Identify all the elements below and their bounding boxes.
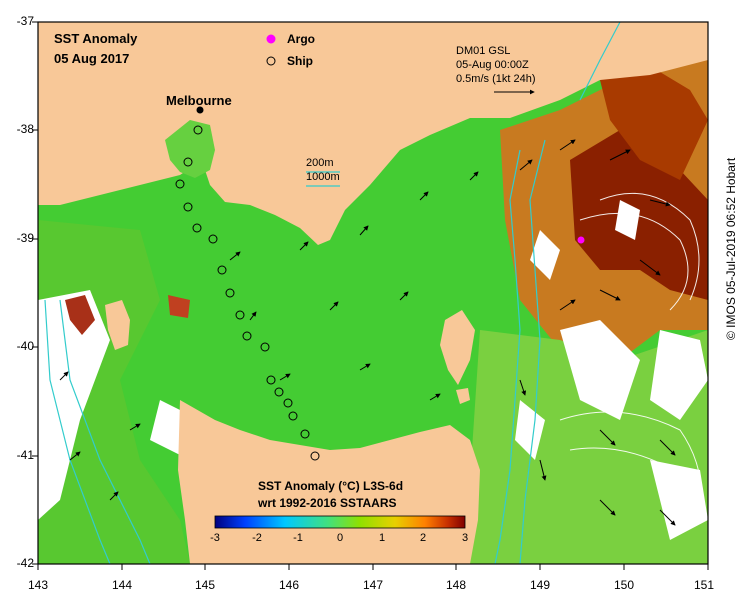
contour-1000m-label: 1000m [306, 171, 340, 183]
map-title: SST Anomaly [54, 31, 138, 46]
port-phillip-bay [165, 120, 215, 178]
x-tick-label: 149 [529, 578, 551, 592]
x-tick-label: 145 [194, 578, 216, 592]
flinders-island [440, 310, 475, 385]
colorbar-title: SST Anomaly (°C) L3S-6d [258, 479, 404, 493]
current-scale-label: 0.5m/s (1kt 24h) [456, 73, 536, 85]
axis-ticks [32, 21, 709, 570]
ship-legend-label: Ship [287, 54, 313, 68]
y-tick-label: -38 [16, 122, 34, 136]
king-island [105, 300, 130, 350]
argo-legend-symbol [266, 34, 276, 44]
credit-label: © IMOS 05-Jul-2019 06:52 Hobart [724, 157, 738, 340]
colorbar-tick: 2 [419, 532, 427, 544]
ssh-contours [559, 192, 703, 521]
ship-track [175, 125, 320, 461]
current-time-label: 05-Aug 00:00Z [456, 59, 529, 71]
mainland-victoria [38, 22, 708, 245]
y-tick-label: -41 [16, 448, 34, 462]
x-tick-label: 143 [27, 578, 49, 592]
warm-patch-strait [168, 295, 190, 318]
ship-legend-symbol [266, 56, 276, 66]
contour-200m-label: 200m [306, 157, 334, 169]
x-tick-label: 147 [362, 578, 384, 592]
colorbar-tick: -1 [293, 532, 303, 544]
x-tick-label: 148 [445, 578, 467, 592]
south-east-sea [470, 330, 708, 564]
y-tick-label: -37 [16, 14, 34, 28]
colorbar-tick: -2 [252, 532, 262, 544]
colorbar [214, 515, 466, 529]
melbourne-label: Melbourne [166, 93, 232, 108]
map-date: 05 Aug 2017 [54, 51, 130, 66]
x-tick-label: 150 [613, 578, 635, 592]
colorbar-tick: -3 [210, 532, 220, 544]
argo-legend-label: Argo [287, 32, 315, 46]
current-product-label: DM01 GSL [456, 45, 511, 57]
colorbar-tick: 1 [378, 532, 386, 544]
warm-anomaly-north [600, 60, 708, 180]
x-tick-label: 144 [111, 578, 133, 592]
colorbar-tick: 0 [336, 532, 344, 544]
cape-barren-island [456, 388, 470, 404]
y-tick-label: -39 [16, 231, 34, 245]
x-tick-label: 146 [278, 578, 300, 592]
colorbar-subtitle: wrt 1992-2016 SSTAARS [258, 496, 397, 510]
current-vectors [59, 139, 676, 526]
warm-patch-west [65, 295, 95, 335]
colorbar-tick: 3 [461, 532, 469, 544]
y-tick-label: -42 [16, 556, 34, 570]
x-tick-label: 151 [693, 578, 715, 592]
argo-float-marker [577, 236, 585, 244]
y-tick-label: -40 [16, 339, 34, 353]
melbourne-marker [196, 106, 204, 114]
